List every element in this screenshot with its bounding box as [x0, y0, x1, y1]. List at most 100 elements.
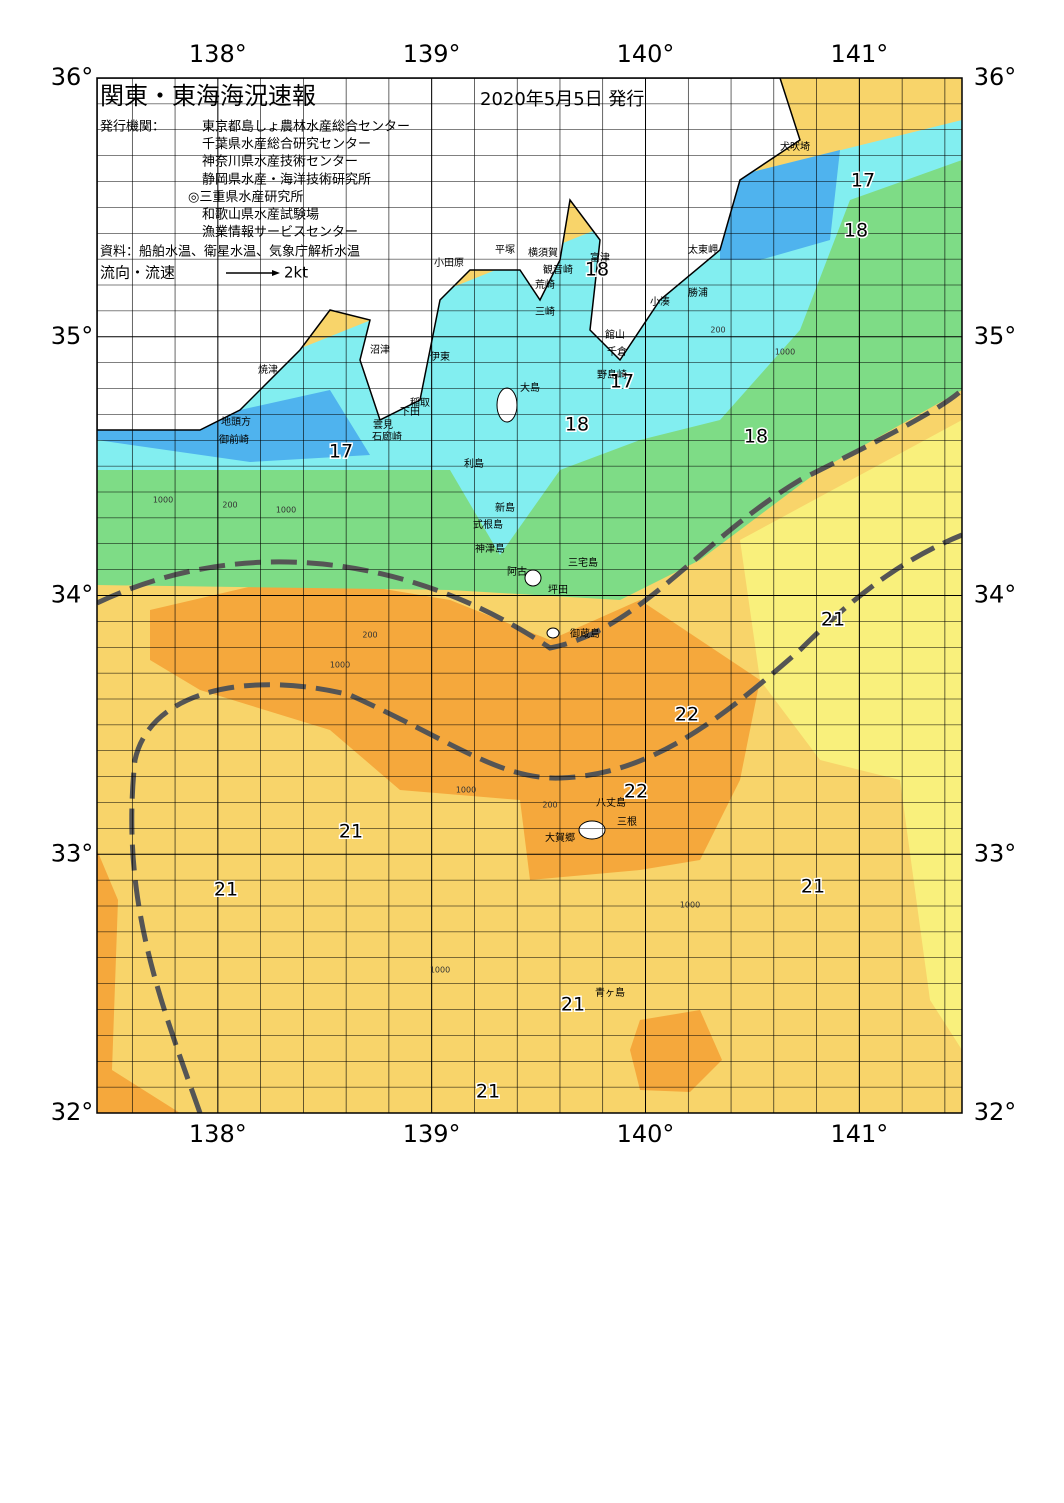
isotherm-label: 21: [476, 1081, 500, 1103]
place-name: 富津: [590, 251, 610, 264]
place-name: 荒崎: [535, 278, 555, 291]
place-name: 利島: [464, 457, 484, 470]
lat-label: 34°: [974, 581, 1017, 609]
place-name: 横須賀: [528, 246, 558, 259]
isotherm-label: 21: [821, 609, 845, 631]
place-name: 勝浦: [688, 286, 708, 299]
place-name: 大賀郷: [545, 831, 575, 844]
sea-light-yellow: [740, 420, 962, 1050]
island: [546, 627, 560, 639]
issuer: 千葉県水産総合研究センター: [202, 136, 371, 152]
isotherm-label: 17: [610, 371, 634, 393]
lat-label: 36°: [974, 63, 1017, 91]
lon-label: 139°: [403, 1120, 461, 1148]
place-name: 御前崎: [219, 433, 249, 446]
lat-label: 32°: [974, 1098, 1017, 1126]
place-name: 焼津: [258, 364, 278, 376]
kuroshio-axis: [97, 388, 962, 651]
place-name: 八丈島: [596, 796, 626, 809]
contour-label: 200: [542, 801, 557, 810]
place-name: 青ヶ島: [595, 986, 625, 999]
place-name: 御蔵島: [570, 627, 600, 640]
title: 関東・東海海況速報: [100, 82, 316, 110]
isotherm-label: 18: [744, 426, 768, 448]
place-name: 観音崎: [543, 263, 573, 276]
place-name: 犬吠埼: [780, 140, 810, 153]
lat-label: 33°: [51, 839, 94, 867]
sea-blue: [720, 150, 840, 260]
contour-label: 1000: [276, 506, 296, 515]
isotherm-label: 21: [561, 994, 585, 1016]
sea-layers: [97, 78, 962, 1113]
place-name: 太東岬: [688, 243, 718, 256]
legend-label: 流向・流速: [100, 264, 175, 282]
place-name: 野島崎: [597, 368, 627, 381]
place-name: 阿古: [507, 565, 527, 578]
place-name: 坪田: [548, 583, 568, 596]
issuer: 神奈川県水産技術センター: [202, 154, 358, 170]
legend-speed: 2kt: [284, 264, 308, 282]
source: 資料：船舶水温、衛星水温、気象庁解析水温: [100, 244, 360, 260]
frame: [96, 77, 963, 1114]
place-name: 平塚: [495, 244, 515, 256]
contour-label: 1000: [430, 966, 450, 975]
island: [578, 820, 606, 840]
contour-label: 1000: [153, 496, 173, 505]
lon-label: 140°: [617, 1120, 675, 1148]
lat-label: 33°: [974, 839, 1017, 867]
legend-arrowhead: [272, 270, 280, 276]
place-name: 新島: [495, 501, 515, 514]
contour-label: 200: [710, 326, 725, 335]
island: [496, 387, 518, 423]
place-name: 小湊: [650, 295, 670, 308]
lat-label: 35°: [51, 322, 94, 350]
lat-label: 35°: [974, 322, 1017, 350]
contour-label: 1000: [680, 901, 700, 910]
place-name: 小田原: [434, 257, 464, 269]
place-name: 雲見: [373, 419, 393, 431]
contour-label: 200: [222, 501, 237, 510]
isotherm-label: 21: [214, 879, 238, 901]
place-name: 三崎: [535, 305, 555, 318]
isotherm-label: 17: [851, 170, 875, 192]
place-name: 下田: [400, 407, 420, 418]
issuer: 和歌山県水産試験場: [202, 207, 319, 223]
lat-label: 36°: [51, 63, 94, 91]
lat-label: 34°: [51, 581, 94, 609]
lon-label: 141°: [830, 1120, 888, 1148]
contour-label: 1000: [330, 661, 350, 670]
issuer: ◎三重県水産研究所: [188, 189, 303, 205]
isotherm-label: 22: [624, 781, 648, 803]
lon-label: 139°: [403, 40, 461, 68]
isotherm-label: 18: [844, 220, 868, 242]
kuroshio-axis: [129, 532, 962, 1113]
lon-label: 140°: [617, 40, 675, 68]
place-name: 稲取: [410, 397, 430, 409]
place-name: 沼津: [370, 343, 390, 356]
sea-orange: [97, 850, 180, 1113]
lon-label: 138°: [189, 1120, 247, 1148]
place-name: 伊東: [430, 350, 450, 363]
place-name: 神津島: [475, 542, 505, 555]
place-name: 千倉: [607, 345, 627, 358]
isotherm-label: 17: [329, 441, 353, 463]
island: [524, 569, 542, 587]
issuer: 東京都島しょ農林水産総合センター: [202, 119, 410, 135]
place-name: 式根島: [473, 518, 503, 531]
contour-label: 1000: [456, 786, 476, 795]
land: [97, 78, 801, 431]
lon-label: 138°: [189, 40, 247, 68]
place-name: 地頭方: [221, 415, 251, 428]
isotherm-label: 21: [339, 821, 363, 843]
issue-date: 2020年5月5日 発行: [480, 89, 644, 110]
sea-orange: [630, 1010, 722, 1092]
contour-label: 200: [362, 631, 377, 640]
place-name: 石廊崎: [372, 430, 402, 443]
sea-orange: [150, 575, 760, 880]
place-name: 三根: [617, 815, 637, 828]
grid: [97, 78, 962, 1113]
issuer: 静岡県水産・海洋技術研究所: [202, 171, 371, 187]
issuer: 漁業情報サービスセンター: [202, 224, 358, 240]
place-name: 館山: [605, 328, 625, 341]
